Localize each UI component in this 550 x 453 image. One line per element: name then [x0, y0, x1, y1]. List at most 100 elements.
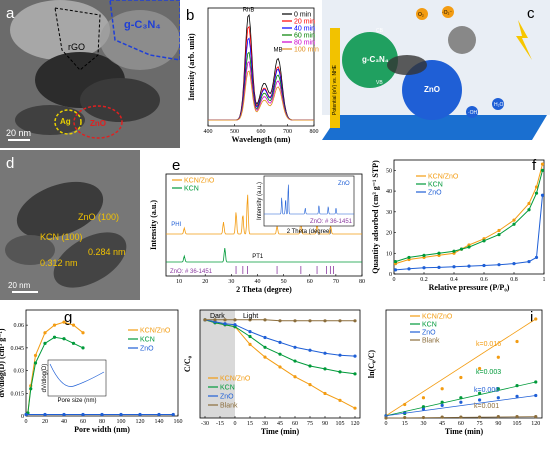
- x-tick-label: 0.6: [480, 277, 488, 283]
- kcn-lattice-label: KCN (100): [40, 232, 83, 242]
- phase-label: PT1: [252, 254, 264, 260]
- data-point: [29, 387, 33, 391]
- x-tick-label: 0: [25, 419, 28, 425]
- y-tick-label: 10: [386, 251, 392, 257]
- data-point: [534, 380, 538, 384]
- x-tick-label: 0: [234, 421, 237, 427]
- fit-line: [385, 381, 536, 417]
- x-tick-label: 120: [531, 421, 540, 427]
- data-point: [497, 233, 501, 237]
- x-tick-label: 40: [61, 419, 67, 425]
- data-point: [278, 352, 282, 356]
- data-point: [407, 267, 411, 271]
- data-point: [223, 322, 227, 326]
- fit-line: [385, 395, 536, 417]
- x-tick-label: 20: [202, 279, 208, 285]
- panel-c-letter: c: [527, 5, 535, 22]
- chart-b: b 400 500 600 700 800 Wavelength (nm) Intensit…: [186, 7, 319, 144]
- data-point: [248, 330, 252, 334]
- data-point: [293, 375, 297, 379]
- inset-legend: ZnO: [338, 181, 350, 187]
- x-axis-label: Pore width (nm): [74, 425, 130, 434]
- series-line: [166, 247, 362, 263]
- data-point: [263, 355, 267, 359]
- chart-g: g 0 20 40 60 80 100 120 140 160 0 0.015 0.03 0.045 0.…: [0, 309, 183, 434]
- data-point: [338, 370, 342, 374]
- data-point: [293, 319, 297, 323]
- x-axis-label: Time (min): [445, 427, 484, 436]
- legend-entry: 80 min: [294, 40, 315, 47]
- data-point: [407, 255, 411, 260]
- label-rgo: rGO: [68, 42, 85, 52]
- scale-bar-d: 20 nm: [8, 281, 31, 290]
- label-ag: Ag: [60, 117, 71, 126]
- data-point: [478, 391, 482, 395]
- data-point: [43, 341, 47, 345]
- data-point: [293, 345, 297, 349]
- data-point: [52, 335, 57, 339]
- data-point: [527, 201, 531, 206]
- data-point: [248, 318, 252, 322]
- data-point: [459, 247, 464, 251]
- legend-entry: 60 min: [294, 33, 315, 40]
- series-line: [205, 319, 355, 322]
- potential-scale: [330, 28, 340, 128]
- data-point: [33, 353, 38, 358]
- data-point: [534, 185, 539, 189]
- data-point: [62, 320, 66, 324]
- x-tick-label: 80: [359, 279, 365, 285]
- y-axis-label: Intensity (a.u.): [149, 200, 158, 250]
- data-point: [467, 245, 471, 249]
- data-point: [515, 339, 519, 344]
- gcn-label: g-C₃N₄: [362, 55, 389, 64]
- data-point: [534, 393, 538, 398]
- panel-b-letter: b: [186, 7, 194, 24]
- x-tick-label: 160: [174, 419, 183, 425]
- x-axis-label: Time (min): [261, 427, 300, 436]
- x-tick-label: 105: [336, 421, 345, 427]
- rate-constant-label: k=0.006: [474, 387, 499, 394]
- x-axis-label: 2 Theta (degree): [236, 285, 292, 294]
- x-tick-label: 75: [307, 421, 313, 427]
- data-point: [278, 340, 282, 344]
- x-tick-label: 0.4: [450, 277, 458, 283]
- panel-d: d ZnO (100) KCN (100) 0.284 nm 0.312 nm …: [0, 150, 140, 300]
- legend-entry: KCN: [422, 322, 437, 329]
- x-tick-label: 15: [402, 421, 408, 427]
- o2-label: O₂: [418, 12, 424, 18]
- data-point: [527, 208, 531, 212]
- legend-entry: 20 min: [294, 19, 315, 26]
- data-point: [452, 265, 456, 269]
- data-point: [263, 318, 267, 322]
- inset-frame: [47, 359, 107, 397]
- data-point: [71, 323, 76, 327]
- data-point: [52, 323, 57, 327]
- panel-e: e 10 20 30 40 50 60 70 80 2 Theta (degree) Intens…: [142, 150, 370, 300]
- data-point: [459, 400, 463, 404]
- y-tick-label: 0: [389, 272, 392, 278]
- data-point: [81, 412, 85, 417]
- rate-constant-label: k=0.001: [474, 403, 499, 410]
- x-tick-label: 0: [385, 421, 388, 427]
- x-tick-label: 90: [495, 421, 501, 427]
- y-axis-label: ln(C₀/C): [367, 350, 376, 379]
- x-tick-label: 75: [477, 421, 483, 427]
- x-tick-label: 90: [322, 421, 328, 427]
- panel-b: b 400 500 600 700 800 Wavelength (nm) Intensit…: [182, 0, 320, 148]
- data-point: [452, 249, 456, 253]
- x-tick-label: 105: [513, 421, 522, 427]
- x-axis-label: Wavelength (nm): [232, 135, 291, 144]
- data-point: [421, 407, 426, 411]
- data-point: [308, 319, 312, 323]
- y-axis-label: C/C₀: [184, 355, 192, 372]
- tem-image-d: d ZnO (100) KCN (100) 0.284 nm 0.312 nm …: [0, 150, 140, 300]
- plot-frame: [385, 309, 543, 419]
- legend-entry: ZnO: [422, 330, 436, 337]
- data-point: [308, 348, 312, 352]
- peak-label: RhB: [243, 8, 255, 14]
- data-point: [263, 335, 267, 340]
- series-line: [208, 70, 314, 121]
- data-point: [527, 259, 531, 264]
- label-zno: ZnO: [90, 119, 106, 128]
